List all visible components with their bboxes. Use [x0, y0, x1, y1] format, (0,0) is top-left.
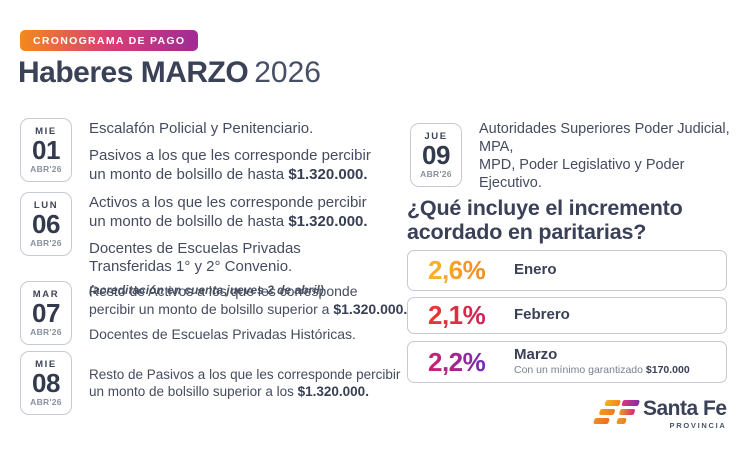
increment-month-febrero: Febrero — [514, 306, 570, 324]
date-box: MIE 01 ABR'26 — [20, 118, 72, 182]
day-number: 09 — [422, 140, 450, 171]
increment-month-enero: Enero — [514, 261, 557, 279]
day-number: 08 — [32, 367, 60, 398]
date-box: MIE 08 ABR'26 — [20, 351, 72, 415]
date-box: MAR 07 ABR'26 — [20, 281, 72, 345]
month-label: ABR'26 — [30, 397, 62, 408]
percent-value-enero: 2,6% — [428, 255, 502, 286]
weekday-label: MAR — [32, 288, 60, 300]
weekday-label: LUN — [33, 199, 59, 211]
weekday-label: MIE — [35, 125, 57, 137]
santa-fe-logo: Santa Fe PROVINCIA — [593, 397, 727, 430]
increment-row-enero: 2,6% Enero — [407, 250, 727, 291]
title-main: Haberes MARZO — [18, 56, 249, 89]
schedule-entry-abr08: MIE 08 ABR'26 Resto de Pasivos a los que… — [20, 351, 400, 415]
logo-subtitle: PROVINCIA — [669, 421, 727, 430]
month-label: ABR'26 — [30, 164, 62, 175]
month-label: ABR'26 — [420, 169, 452, 180]
schedule-entry-abr09: JUE 09 ABR'26 Autoridades Superiores Pod… — [410, 118, 750, 193]
day-number: 07 — [32, 297, 60, 328]
title-year: 2026 — [254, 56, 321, 89]
entry-text: Resto de Activos a los que les correspon… — [89, 283, 408, 342]
santa-fe-logo-icon — [591, 398, 641, 430]
schedule-entry-abr01: MIE 01 ABR'26 Escalafón Policial y Penit… — [20, 118, 371, 184]
increment-note-marzo: Con un mínimo garantizado $170.000 — [514, 363, 690, 376]
paritarias-question-heading: ¿Qué incluye el incremento acordado en p… — [407, 196, 683, 245]
logo-name: Santa Fe — [643, 397, 727, 420]
day-number: 06 — [32, 208, 60, 239]
month-label: ABR'26 — [30, 327, 62, 338]
increment-row-febrero: 2,1% Febrero — [407, 297, 727, 334]
page-title: Haberes MARZO 2026 — [18, 56, 321, 90]
entry-text: Autoridades Superiores Poder Judicial, M… — [479, 121, 730, 192]
weekday-label: JUE — [424, 131, 448, 143]
schedule-entry-abr07: MAR 07 ABR'26 Resto de Activos a los que… — [20, 281, 407, 345]
percent-value-marzo: 2,2% — [428, 347, 502, 378]
entry-text: Resto de Pasivos a los que les correspon… — [89, 367, 401, 399]
weekday-label: MIE — [35, 358, 57, 370]
month-label: ABR'26 — [30, 238, 62, 249]
percent-value-febrero: 2,1% — [428, 300, 502, 331]
entry-text: Activos a los que les corresponde percib… — [89, 194, 368, 297]
date-box: LUN 06 ABR'26 — [20, 192, 72, 256]
day-number: 01 — [32, 134, 60, 165]
increment-row-marzo: 2,2% Marzo Con un mínimo garantizado $17… — [407, 341, 727, 383]
cronograma-badge: CRONOGRAMA DE PAGO — [20, 30, 199, 51]
entry-text: Escalafón Policial y Penitenciario. Pasiv… — [89, 120, 371, 183]
schedule-entry-abr06: LUN 06 ABR'26 Activos a los que les corr… — [20, 192, 368, 298]
date-box: JUE 09 ABR'26 — [410, 123, 462, 188]
increment-month-marzo: Marzo — [514, 346, 558, 364]
